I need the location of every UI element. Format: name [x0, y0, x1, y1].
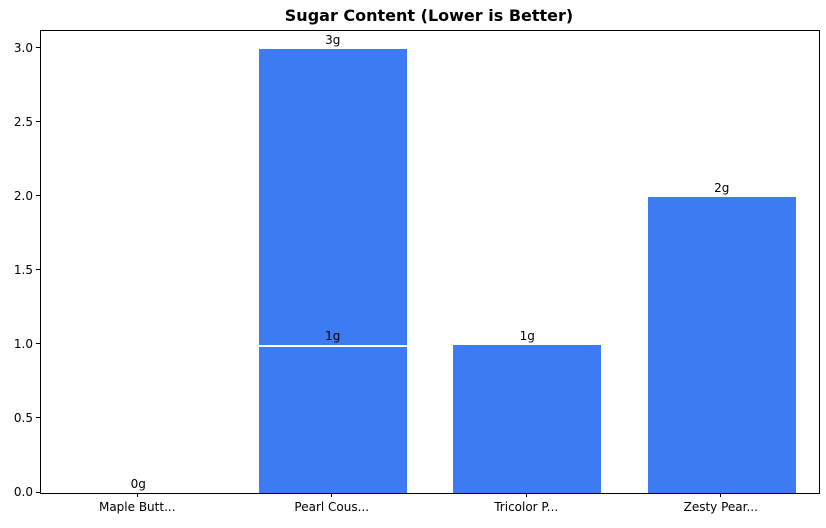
y-tick-mark: [36, 121, 40, 123]
bar-label: 3g: [325, 32, 341, 47]
y-tick-mark: [36, 195, 40, 197]
bar: [453, 344, 602, 493]
bar: [647, 196, 796, 493]
y-tick-mark: [36, 269, 40, 271]
x-tick-label: Pearl Cous...: [294, 500, 370, 514]
y-tick-label: 2.5: [13, 114, 33, 129]
y-tick-label: 0.0: [13, 485, 33, 499]
bar-label: 1g: [519, 328, 535, 343]
y-tick-mark: [36, 343, 40, 345]
y-tick-label: 1.0: [13, 336, 33, 351]
chart-title: Sugar Content (Lower is Better): [284, 6, 574, 25]
y-tick-label: 1.5: [13, 262, 33, 277]
x-tick-label: Zesty Pear...: [683, 500, 758, 514]
x-tick-label: Tricolor P...: [494, 500, 559, 514]
y-tick-mark: [36, 491, 40, 493]
y-tick-label: 2.0: [13, 188, 33, 203]
bar-label: 0g: [130, 477, 146, 491]
x-tick-mark: [525, 493, 527, 497]
y-tick-label: 3.0: [13, 40, 33, 55]
y-tick-mark: [36, 47, 40, 49]
overlay-bar-label: 1g: [325, 328, 341, 343]
y-tick-label: 0.5: [13, 410, 33, 425]
bar-label: 2g: [714, 180, 730, 195]
y-tick-mark: [36, 417, 40, 419]
overlay-bar: [258, 344, 407, 493]
plot-area: 0g 3g 1g 2g 1g: [40, 30, 820, 494]
x-tick-mark: [331, 493, 333, 497]
x-tick-mark: [136, 493, 138, 497]
x-tick-mark: [720, 493, 722, 497]
x-tick-label: Maple Butt...: [98, 500, 176, 514]
